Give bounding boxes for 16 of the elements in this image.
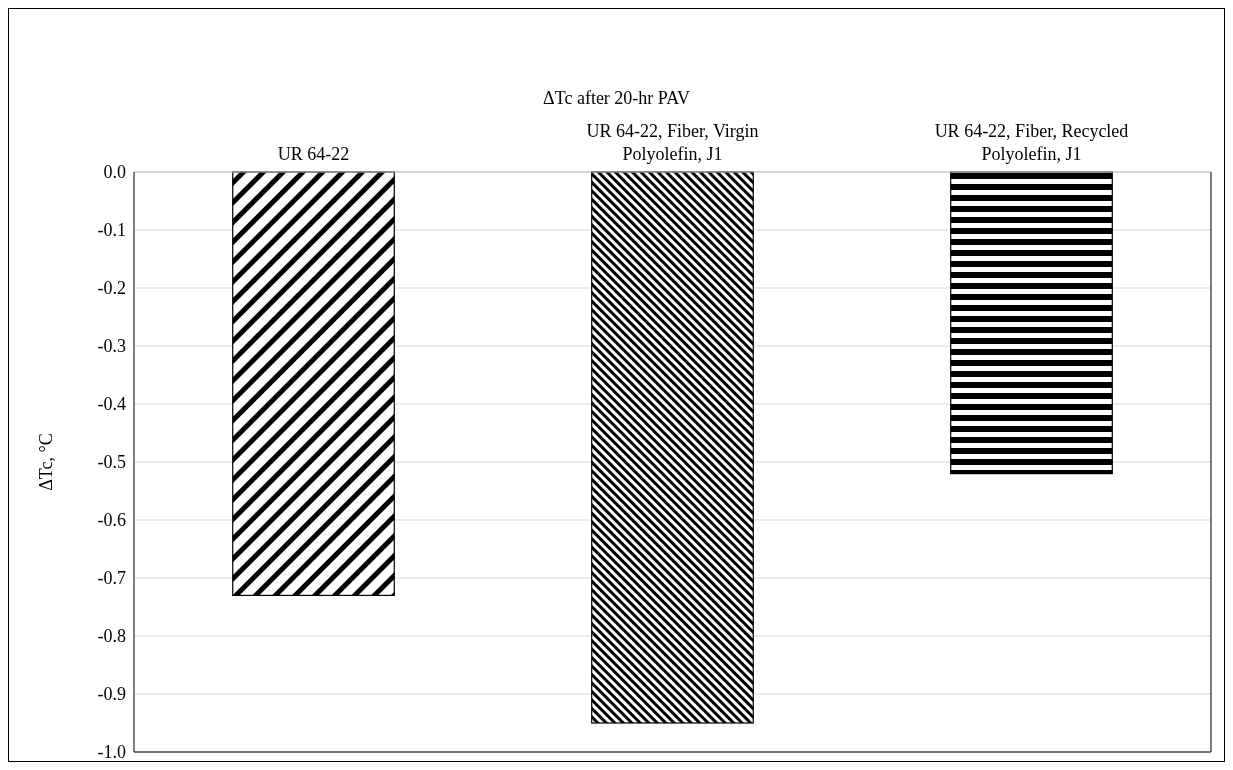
y-tick-label: -0.6 xyxy=(97,510,126,531)
y-tick-label: -0.3 xyxy=(97,336,126,357)
y-tick-label: -0.9 xyxy=(97,684,126,705)
y-tick-label: -0.2 xyxy=(97,278,126,299)
x-tick-label: UR 64-22 xyxy=(277,144,350,164)
x-tick-label: UR 64-22, Fiber, Recycled Polyolefin, J1 xyxy=(934,121,1129,164)
y-tick-label: -0.5 xyxy=(97,452,126,473)
y-tick-label: -0.4 xyxy=(97,394,126,415)
x-tick-label: UR 64-22, Fiber, Virgin Polyolefin, J1 xyxy=(586,121,759,164)
y-axis-title: ΔTc, °C xyxy=(36,433,56,491)
y-tick-label: -0.8 xyxy=(97,626,126,647)
y-tick-label: -0.1 xyxy=(97,220,126,241)
y-tick-label: 0.0 xyxy=(103,162,126,183)
chart-title: ΔTc after 20-hr PAV xyxy=(543,88,690,108)
y-tick-label: -0.7 xyxy=(97,568,126,589)
y-tick-label: -1.0 xyxy=(97,742,126,763)
